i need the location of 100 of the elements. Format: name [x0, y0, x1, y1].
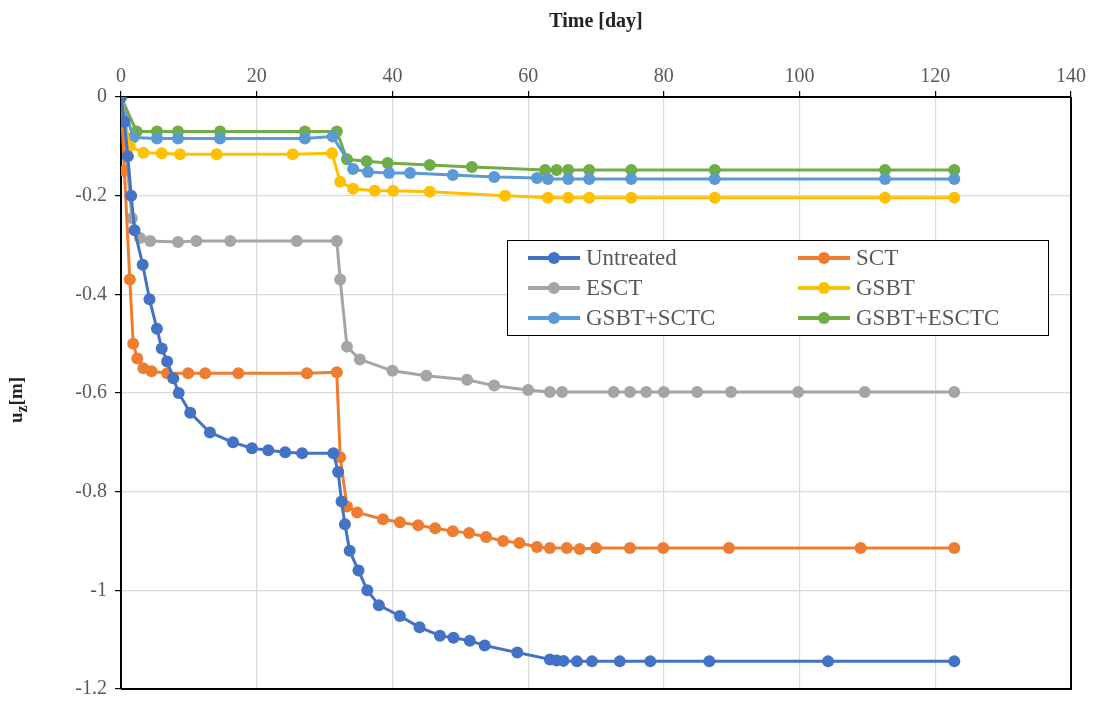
point	[725, 386, 738, 399]
point	[822, 655, 835, 668]
point	[326, 147, 339, 160]
point	[232, 367, 245, 380]
x-tick-label: 100	[784, 64, 815, 87]
x-tick-label: 0	[116, 64, 126, 87]
point	[155, 147, 168, 160]
point	[613, 655, 626, 668]
point	[412, 519, 425, 532]
legend-label: SCT	[856, 245, 899, 271]
point	[465, 161, 478, 174]
y-tick-label: -0.8	[75, 478, 107, 501]
point	[480, 531, 493, 544]
point	[562, 172, 575, 185]
point	[123, 273, 136, 286]
point	[573, 542, 586, 555]
point	[571, 655, 583, 668]
x-axis-title: Time [day]	[549, 9, 643, 33]
point	[446, 168, 459, 181]
point	[155, 342, 168, 355]
y-tick-label: -0.4	[75, 281, 107, 304]
y-tick-label: -1	[90, 577, 107, 600]
point	[530, 540, 543, 553]
point	[298, 132, 311, 145]
point	[948, 386, 961, 399]
point	[543, 541, 556, 554]
point	[948, 191, 961, 204]
point	[300, 367, 313, 380]
point	[383, 166, 396, 179]
point	[644, 655, 657, 668]
point	[879, 191, 892, 204]
legend-label: GSBT+ESCTC	[856, 305, 1000, 331]
x-tick-label: 40	[382, 64, 403, 87]
point	[360, 155, 373, 168]
point	[530, 171, 543, 184]
point	[182, 367, 195, 380]
point	[583, 191, 596, 204]
point	[590, 541, 602, 554]
point	[463, 634, 476, 647]
point	[326, 130, 339, 143]
point	[623, 386, 636, 399]
point	[511, 646, 524, 659]
point	[607, 386, 620, 399]
point	[131, 352, 144, 365]
point	[262, 444, 275, 457]
point	[347, 182, 360, 195]
point	[368, 184, 381, 197]
point	[657, 541, 670, 554]
y-tick-label: 0	[97, 84, 107, 107]
point	[560, 541, 573, 554]
point	[562, 191, 575, 204]
point	[585, 655, 598, 668]
point	[513, 536, 526, 549]
legend-label: ESCT	[586, 275, 643, 301]
point	[340, 340, 353, 353]
point	[625, 191, 638, 204]
point	[343, 544, 356, 557]
point	[210, 148, 223, 161]
point	[361, 584, 374, 597]
point	[625, 172, 638, 185]
point	[172, 387, 185, 399]
point	[167, 372, 180, 385]
point	[488, 379, 501, 392]
point	[296, 447, 309, 460]
point	[145, 365, 158, 378]
point	[858, 386, 871, 399]
point	[279, 446, 292, 459]
point	[657, 386, 670, 399]
point	[792, 386, 805, 399]
point	[245, 442, 258, 455]
point	[172, 236, 184, 249]
point	[640, 386, 653, 399]
point	[393, 609, 406, 622]
point	[150, 322, 163, 335]
point	[948, 541, 961, 554]
point	[128, 224, 141, 237]
point	[125, 189, 138, 202]
point	[286, 148, 299, 161]
point	[386, 364, 399, 377]
point	[447, 631, 460, 644]
point	[172, 132, 184, 145]
point	[461, 373, 474, 386]
x-tick-label: 20	[246, 64, 267, 87]
point	[691, 386, 704, 399]
point	[423, 185, 436, 198]
point	[879, 172, 892, 185]
point	[478, 639, 491, 652]
point	[522, 384, 535, 397]
point	[335, 495, 348, 508]
point	[948, 172, 961, 185]
legend-label: GSBT	[856, 275, 915, 301]
point	[497, 535, 510, 547]
point	[376, 513, 389, 526]
point	[137, 146, 150, 159]
point	[351, 506, 364, 519]
y-tick-label: -0.6	[75, 380, 107, 403]
legend-label: Untreated	[586, 245, 677, 271]
point	[948, 655, 961, 668]
point	[420, 369, 433, 382]
point	[190, 235, 203, 248]
